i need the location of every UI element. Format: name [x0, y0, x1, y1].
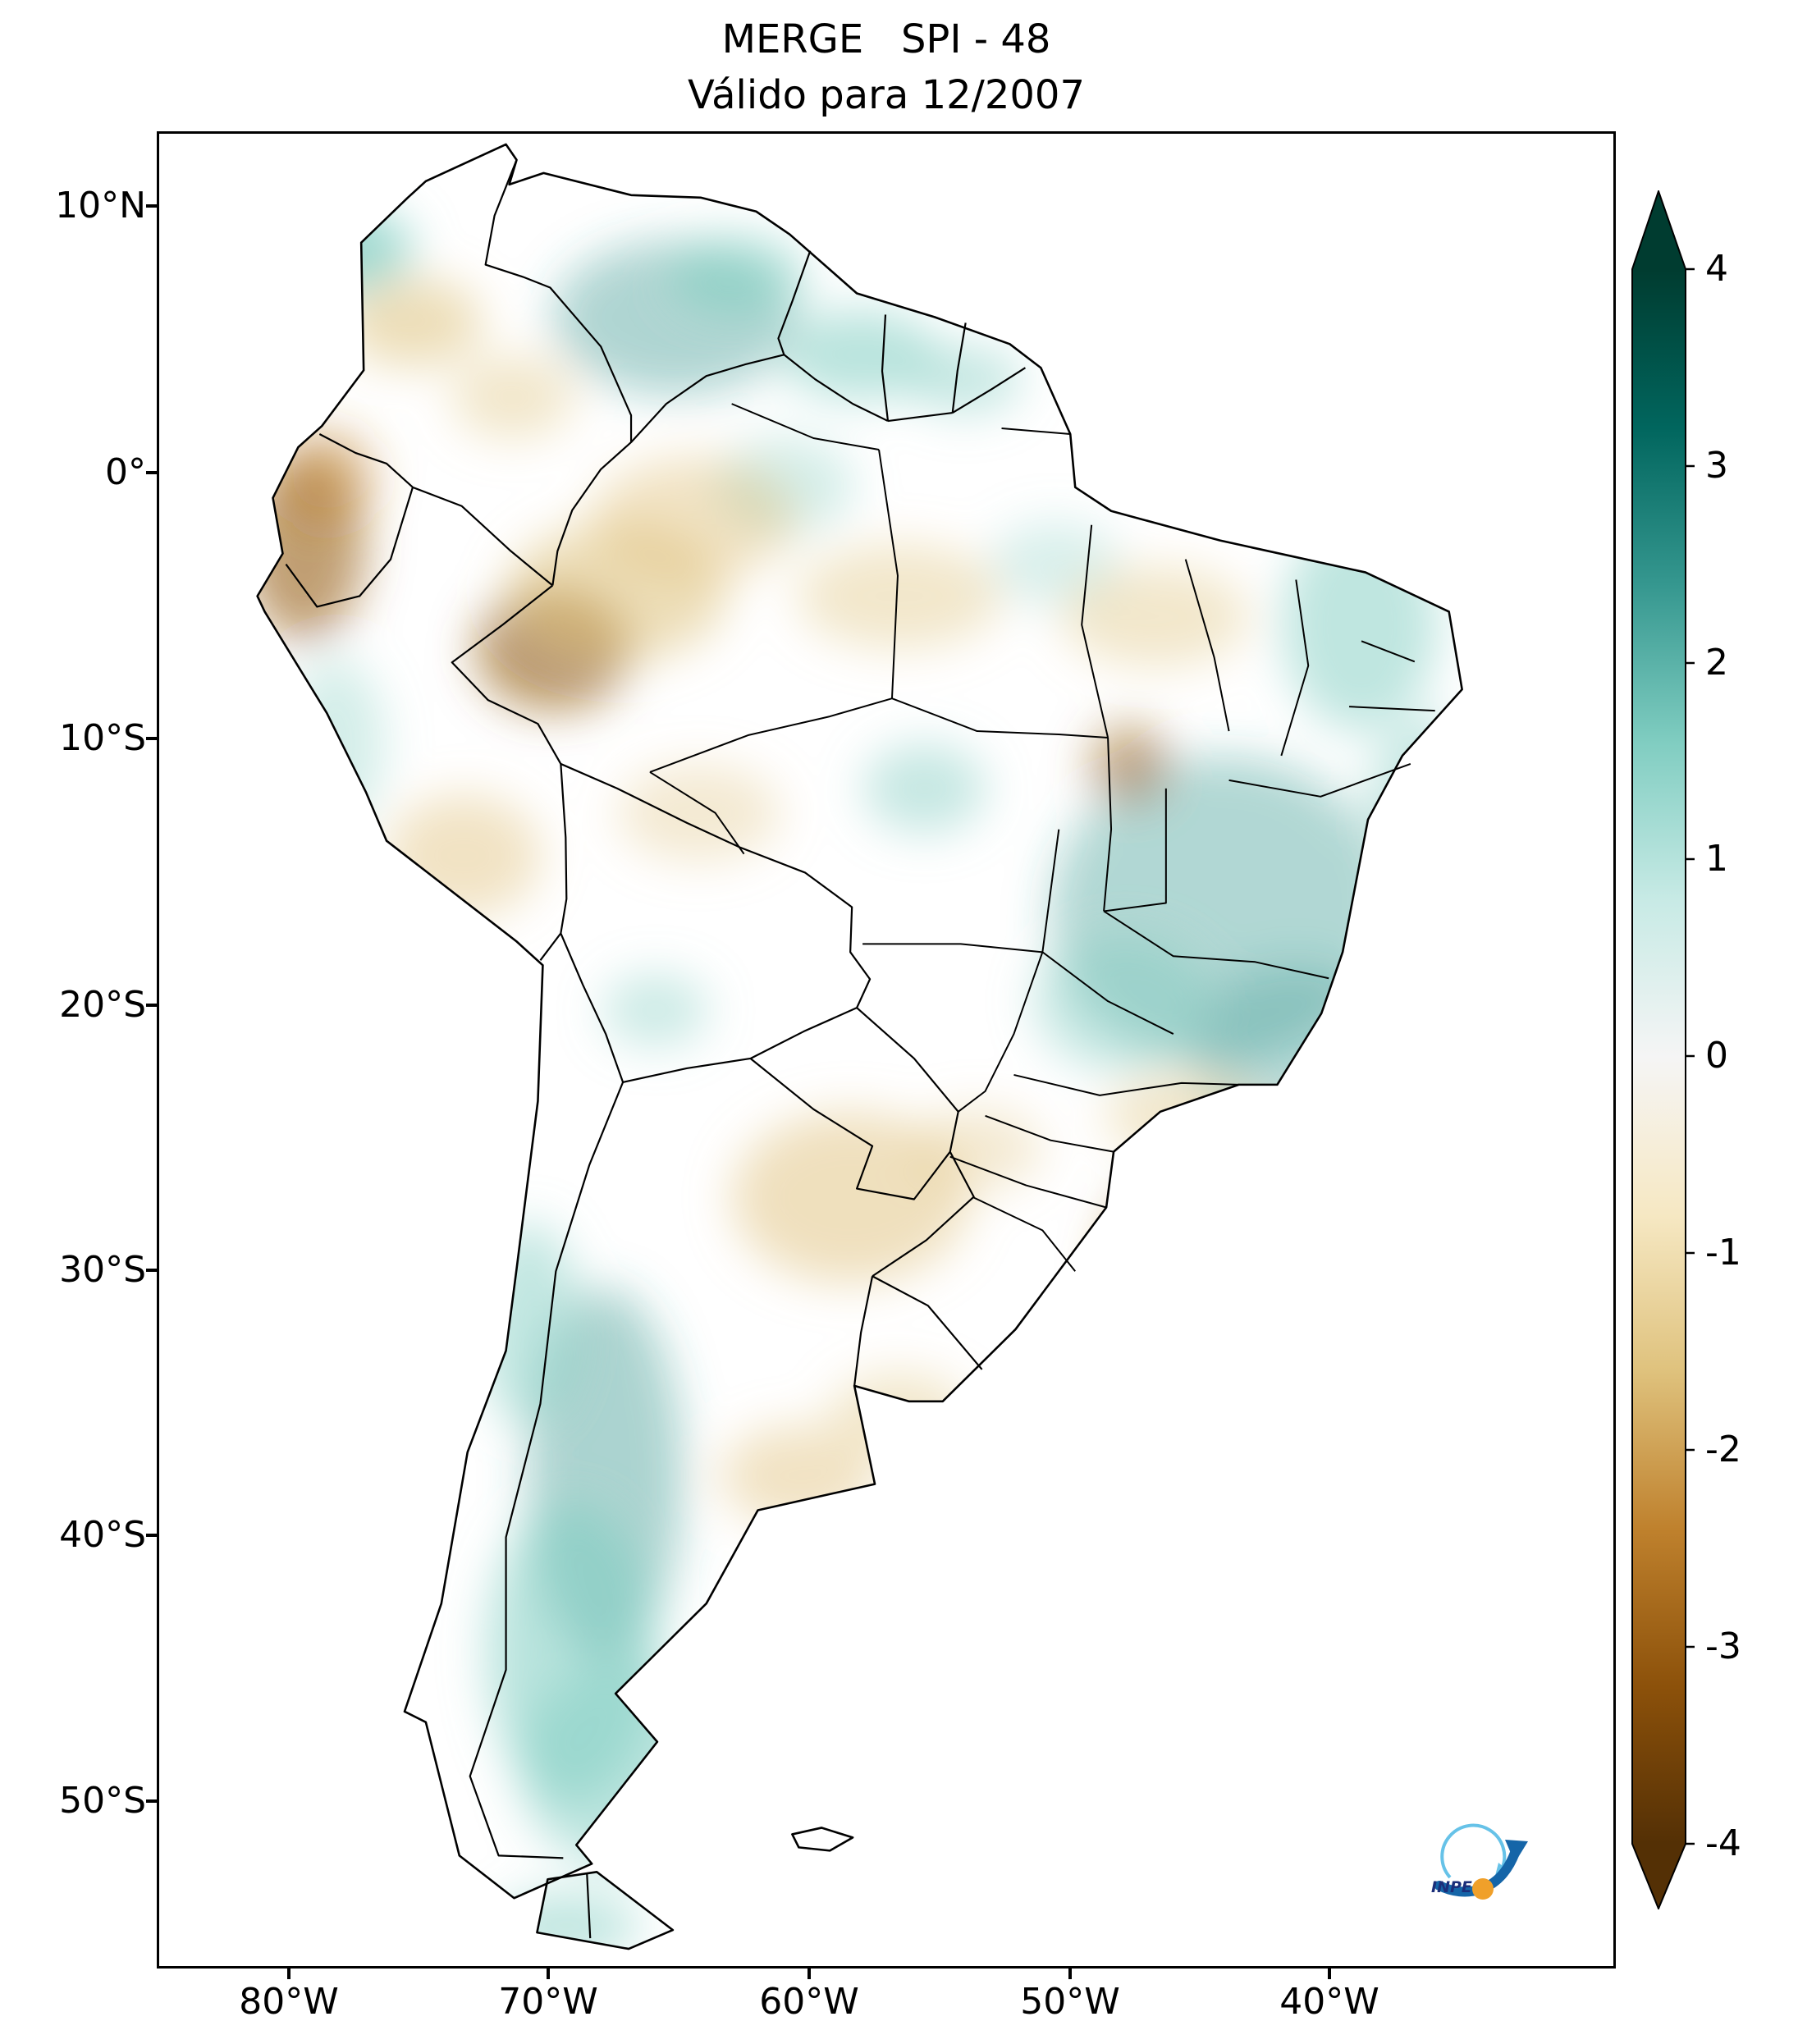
country-borders — [285, 159, 1027, 1939]
colorbar-tick-label: -4 — [1705, 1822, 1741, 1864]
colorbar-tick-label: 3 — [1705, 445, 1728, 487]
colorbar-tick-label: -1 — [1705, 1232, 1741, 1273]
falkland-islands — [791, 1827, 854, 1852]
y-axis-tick — [146, 737, 157, 740]
x-axis-tick — [287, 1969, 291, 1979]
y-axis-tick-label: 20°S — [59, 984, 146, 1026]
x-axis-tick-label: 70°W — [498, 1981, 598, 2023]
inpe-logo: INPE — [1431, 1823, 1528, 1900]
plot-title: MERGE SPI - 48 — [721, 16, 1051, 62]
y-axis-tick — [146, 1269, 157, 1272]
colorbar-tick-label: -3 — [1705, 1626, 1741, 1667]
tierra-del-fuego-island — [536, 1871, 675, 1950]
y-axis-tick-label: 30°S — [59, 1249, 146, 1291]
coastline — [256, 143, 1463, 1900]
logo-light-swirl — [1440, 1823, 1507, 1879]
state-borders — [649, 403, 1435, 1272]
y-axis-tick — [146, 1534, 157, 1537]
y-axis-tick-label: 40°S — [59, 1514, 146, 1556]
y-axis-tick — [146, 471, 157, 474]
colorbar-tick-label: 2 — [1705, 642, 1728, 684]
x-axis-tick-label: 50°W — [1020, 1981, 1120, 2023]
x-axis-tick — [807, 1969, 811, 1979]
colorbar-tick-label: 1 — [1705, 838, 1728, 880]
map-plot — [157, 131, 1616, 1969]
logo-arrow-head — [1505, 1840, 1528, 1863]
y-axis-tick-label: 10°S — [59, 717, 146, 759]
y-axis-tick-label: 50°S — [59, 1780, 146, 1822]
logo-orange-dot — [1472, 1878, 1494, 1900]
y-axis-tick — [146, 1004, 157, 1007]
x-axis-tick-label: 40°W — [1279, 1981, 1379, 2023]
colorbar — [1631, 190, 1695, 1909]
y-axis-tick-label: 0° — [105, 451, 146, 493]
colorbar-gradient — [1631, 190, 1686, 1909]
x-axis-tick-label: 80°W — [239, 1981, 339, 2023]
inpe-logo-text: INPE — [1431, 1878, 1472, 1896]
map-canvas — [256, 143, 1463, 1950]
y-axis-tick-label: 10°N — [55, 185, 146, 226]
y-axis-tick — [146, 204, 157, 208]
x-axis-tick — [547, 1969, 550, 1979]
colorbar-ticks — [1686, 268, 1695, 1845]
colorbar-tick-label: 4 — [1705, 248, 1728, 290]
colorbar-tick-label: -2 — [1705, 1429, 1741, 1470]
y-axis-tick — [146, 1799, 157, 1803]
plot-subtitle: Válido para 12/2007 — [688, 72, 1085, 118]
colorbar-tick-label: 0 — [1705, 1035, 1728, 1077]
x-axis-tick — [1328, 1969, 1331, 1979]
x-axis-tick-label: 60°W — [759, 1981, 859, 2023]
x-axis-tick — [1068, 1969, 1072, 1979]
